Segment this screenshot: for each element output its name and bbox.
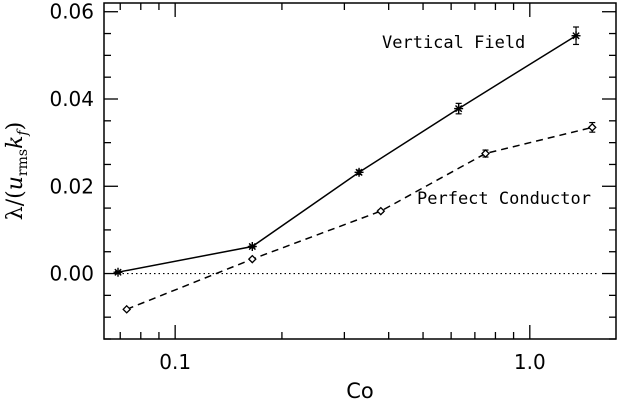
y-tick-label: 0.04 xyxy=(49,87,94,111)
data-point xyxy=(571,31,581,41)
x-tick-labels: 0.1 1.0 xyxy=(159,350,545,374)
series-vertical-field xyxy=(113,26,581,277)
y-tick-label: 0.06 xyxy=(49,0,94,24)
data-point xyxy=(247,254,257,264)
y-tick-label: 0.02 xyxy=(49,174,94,198)
y-tick-label: 0.00 xyxy=(49,262,94,286)
series-perfect-conductor xyxy=(122,121,597,314)
y-label-close: ) xyxy=(3,122,28,131)
data-point xyxy=(122,304,132,314)
series-line xyxy=(126,126,593,310)
series-line xyxy=(117,35,577,273)
data-point xyxy=(454,104,464,114)
data-point xyxy=(113,267,123,277)
axis-ticks xyxy=(104,3,616,340)
y-label-sub-f: f xyxy=(15,128,31,137)
plot-frame xyxy=(103,2,617,340)
y-tick-labels: 0.00 0.02 0.04 0.06 xyxy=(49,0,94,286)
series-layer xyxy=(113,26,597,314)
y-label-sub-rms: rms xyxy=(15,149,31,176)
data-point xyxy=(247,241,257,251)
x-tick-label: 1.0 xyxy=(514,350,546,374)
y-label-u: u xyxy=(3,176,28,190)
data-point xyxy=(587,122,597,132)
y-label-open: /( xyxy=(3,190,28,206)
data-point xyxy=(376,206,386,216)
series-label-perfect-conductor: Perfect Conductor xyxy=(417,189,591,209)
series-label-vertical-field: Vertical Field xyxy=(382,33,525,53)
y-axis-label: λ/(urmskf) xyxy=(3,122,31,220)
x-tick-label: 0.1 xyxy=(159,350,191,374)
x-axis-label: Co xyxy=(346,379,374,403)
data-point xyxy=(354,167,364,177)
y-label-lambda: λ xyxy=(3,206,28,220)
y-label-k: k xyxy=(3,136,28,149)
data-point xyxy=(481,149,490,158)
